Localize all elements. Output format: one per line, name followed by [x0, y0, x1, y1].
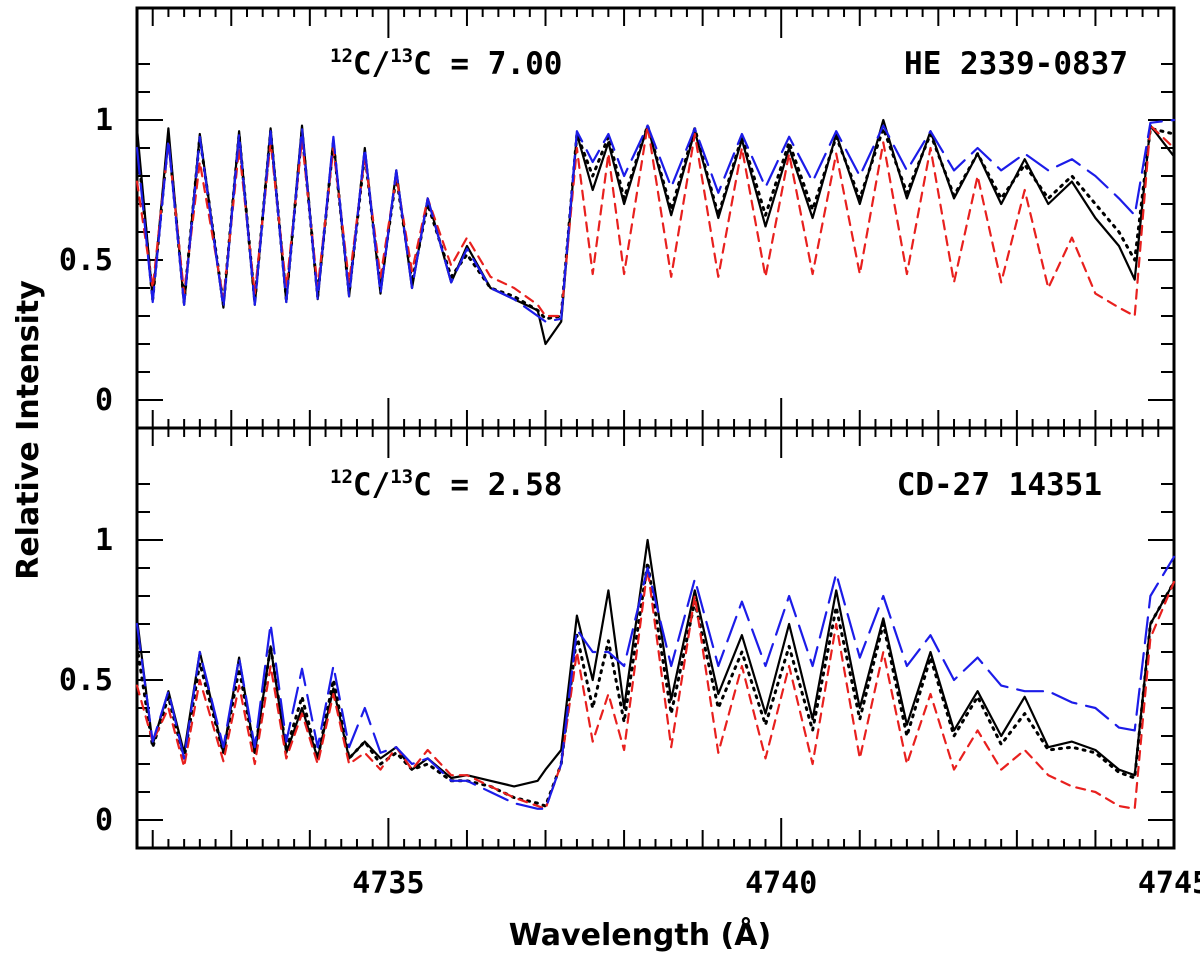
top-star-label: HE 2339-0837 [904, 46, 1128, 82]
top-series-model-dotted [135, 124, 1176, 321]
bottom-y-tick-label: 1 [95, 523, 113, 558]
top-y-tick-label: 0 [95, 383, 113, 418]
y-axis-title: Relative Intensity [11, 280, 46, 580]
bottom-ratio-label: 12C/13C = 2.58 [330, 466, 562, 503]
top-ratio-tail: C = 7.00 [413, 46, 562, 82]
top-ratio-sup2: 13 [390, 45, 413, 67]
top-y-tick-label: 0.5 [59, 243, 113, 278]
top-ratio-mid: C/ [353, 46, 390, 82]
bottom-ratio-sup2: 13 [390, 466, 413, 488]
bottom-series-observed [135, 538, 1176, 788]
top-series-model-blue [135, 118, 1176, 323]
x-tick-label: 4740 [745, 866, 817, 901]
x-tick-label: 4745 [1138, 866, 1200, 901]
series-layer [135, 118, 1176, 810]
x-axis-title: Wavelength (Å) [509, 916, 771, 953]
bottom-star-label: CD-27 14351 [897, 467, 1102, 503]
axes-layer: 0 0.5 1 0 0.5 1 4735 4740 4745 [59, 6, 1200, 901]
bottom-series-model-red [135, 566, 1176, 810]
text-layer: Wavelength (Å) Relative Intensity 12C/13… [11, 45, 1128, 953]
top-ratio-label: 12C/13C = 7.00 [330, 45, 562, 82]
x-tick-label: 4735 [352, 866, 424, 901]
top-y-tick-label: 1 [95, 103, 113, 138]
top-ratio-sup1: 12 [330, 45, 353, 67]
bottom-ratio-sup1: 12 [330, 466, 353, 488]
bottom-y-tick-label: 0 [95, 803, 113, 838]
bottom-ratio-mid: C/ [353, 467, 390, 503]
bottom-series-model-blue [135, 555, 1176, 810]
bottom-ratio-tail: C = 2.58 [413, 467, 562, 503]
bottom-y-tick-label: 0.5 [59, 663, 113, 698]
